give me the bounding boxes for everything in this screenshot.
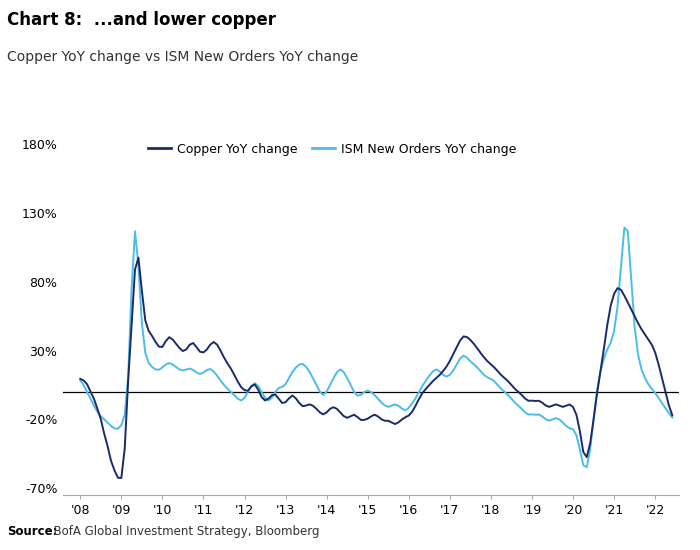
Legend: Copper YoY change, ISM New Orders YoY change: Copper YoY change, ISM New Orders YoY ch…	[143, 138, 522, 161]
Text: Chart 8:  ...and lower copper: Chart 8: ...and lower copper	[7, 11, 276, 29]
Text: Copper YoY change vs ISM New Orders YoY change: Copper YoY change vs ISM New Orders YoY …	[7, 50, 358, 63]
Text: Source:: Source:	[7, 525, 57, 538]
Text: BofA Global Investment Strategy, Bloomberg: BofA Global Investment Strategy, Bloombe…	[46, 525, 319, 538]
